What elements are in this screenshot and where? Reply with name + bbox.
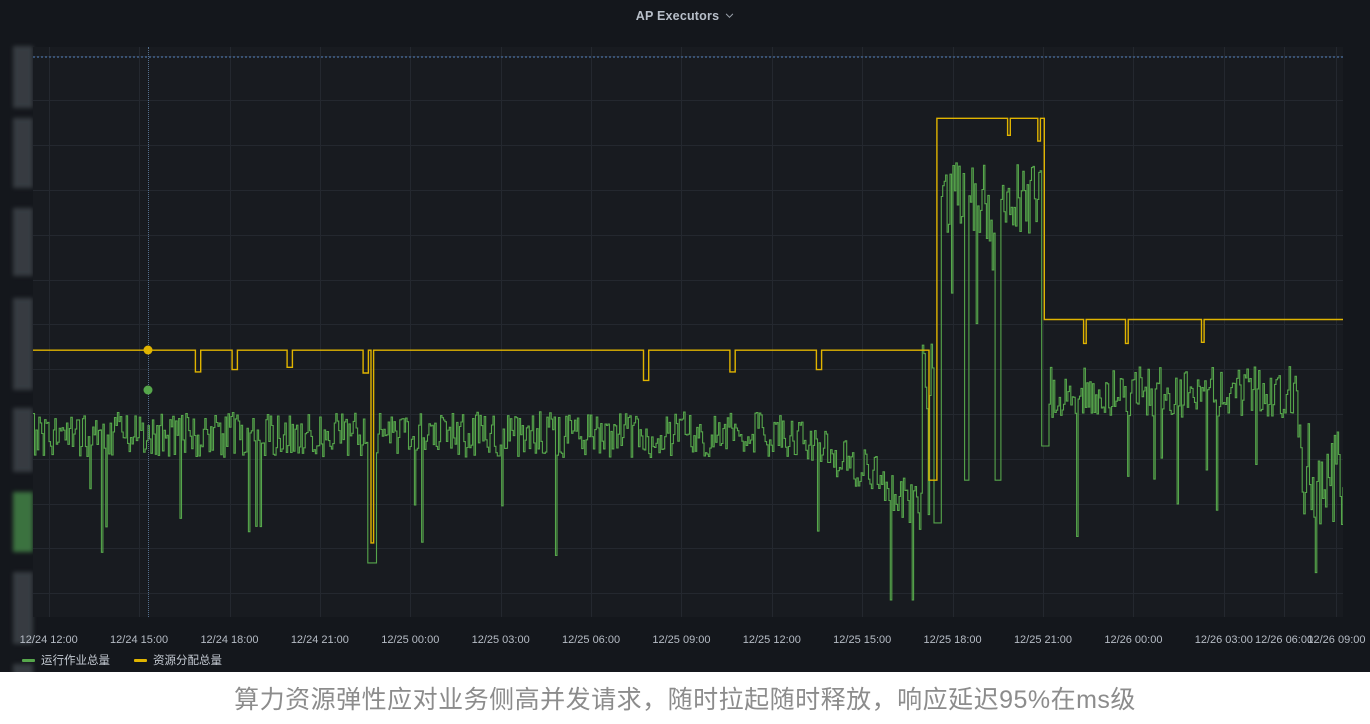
gridline-horizontal <box>33 145 1343 147</box>
caption-text: 算力资源弹性应对业务侧高并发请求，随时拉起随时释放，响应延迟95%在ms级 <box>234 686 1136 714</box>
threshold-line-dotted <box>33 55 1343 58</box>
gridline-vertical <box>1043 47 1044 617</box>
gridline-horizontal <box>33 100 1343 101</box>
gridline-vertical <box>500 47 502 617</box>
legend-item[interactable]: 资源分配总量 <box>134 652 222 668</box>
gridline-vertical <box>319 47 321 617</box>
gridline-vertical <box>952 47 954 617</box>
chevron-down-icon[interactable] <box>725 11 734 20</box>
x-axis-tick-label: 12/25 21:00 <box>1013 634 1073 646</box>
panel-title: AP Executors <box>635 9 720 23</box>
panel-header[interactable]: AP Executors <box>0 0 1370 32</box>
data-point-marker <box>143 385 153 395</box>
x-axis-tick-label: 12/26 06:00 <box>1254 634 1314 646</box>
x-axis-tick-label: 12/25 03:00 <box>471 634 530 646</box>
y-axis-label-redacted <box>13 298 33 390</box>
chart-panel: AP Executors 12/24 12:00 12/24 15:00 12/24… <box>0 0 1370 672</box>
caption-bar: 算力资源弹性应对业务侧高并发请求，随时拉起随时释放，响应延迟95%在ms级 <box>0 672 1370 724</box>
x-axis-tick-label: 12/24 15:00 <box>110 634 169 646</box>
y-axis-label-redacted <box>13 572 33 644</box>
y-axis-label-redacted <box>13 408 33 472</box>
gridline-vertical <box>1284 47 1286 617</box>
gridline-horizontal <box>33 548 1343 550</box>
gridline-horizontal <box>33 189 1343 191</box>
gridline-vertical <box>681 47 683 617</box>
x-axis-tick-label: 12/24 21:00 <box>290 634 349 646</box>
gridline-vertical <box>862 47 864 617</box>
legend-color-swatch <box>134 658 147 662</box>
gridline-vertical <box>229 47 231 617</box>
gridline-horizontal <box>33 593 1343 595</box>
gridline-horizontal <box>33 234 1343 236</box>
x-axis-tick-label: 12/25 15:00 <box>833 634 892 646</box>
gridline-vertical <box>591 47 593 617</box>
gridline-horizontal <box>33 279 1343 281</box>
legend-label: 资源分配总量 <box>153 655 222 667</box>
gridline-vertical <box>1223 47 1225 617</box>
plot-area[interactable] <box>33 47 1343 617</box>
gridline-horizontal <box>33 369 1343 371</box>
legend-color-swatch <box>22 658 35 662</box>
gridline-horizontal <box>33 503 1343 505</box>
gridline-vertical <box>1133 47 1135 617</box>
y-axis-redactions <box>0 40 33 672</box>
gridline-horizontal <box>33 324 1343 326</box>
plot-background <box>33 47 1343 617</box>
y-axis-label-redacted <box>13 664 33 672</box>
gridline-vertical <box>771 47 773 617</box>
gridline-horizontal <box>33 414 1343 416</box>
series-line-allocated-resource <box>33 118 1343 543</box>
x-axis-tick-label: 12/26 09:00 <box>1307 634 1366 646</box>
y-axis-label-redacted <box>13 46 33 108</box>
legend-item[interactable]: 运行作业总量 <box>22 652 110 668</box>
gridline-vertical <box>1336 47 1338 617</box>
x-axis-tick-label: 12/26 03:00 <box>1194 634 1253 646</box>
x-axis-tick-label: 12/25 00:00 <box>381 634 440 646</box>
chart-legend[interactable]: 运行作业总量 资源分配总量 <box>22 652 222 668</box>
gridline-horizontal <box>33 458 1343 460</box>
gridline-vertical <box>410 47 412 617</box>
y-axis-label-redacted <box>13 118 33 188</box>
gridline-vertical <box>48 47 50 617</box>
x-axis-tick-label: 12/25 18:00 <box>923 634 982 646</box>
cursor-crosshair-line <box>148 47 150 617</box>
x-axis-tick-label: 12/25 06:00 <box>561 634 621 646</box>
series-lines <box>33 47 1343 617</box>
gridline-vertical <box>139 47 141 617</box>
x-axis-tick-label: 12/24 12:00 <box>19 634 78 646</box>
x-axis-tick-label: 12/25 12:00 <box>742 634 801 646</box>
x-axis: 12/24 12:00 12/24 15:00 12/24 18:00 12/24 2… <box>20 634 1366 650</box>
y-axis-label-redacted <box>13 208 33 276</box>
legend-label: 运行作业总量 <box>41 655 110 667</box>
y-axis-label-redacted <box>13 492 33 552</box>
x-axis-tick-label: 12/25 09:00 <box>652 634 711 646</box>
x-axis-tick-label: 12/24 18:00 <box>200 634 259 646</box>
data-point-marker <box>143 345 153 355</box>
x-axis-tick-label: 12/26 00:00 <box>1104 634 1163 646</box>
series-line-running-jobs <box>33 163 1343 600</box>
